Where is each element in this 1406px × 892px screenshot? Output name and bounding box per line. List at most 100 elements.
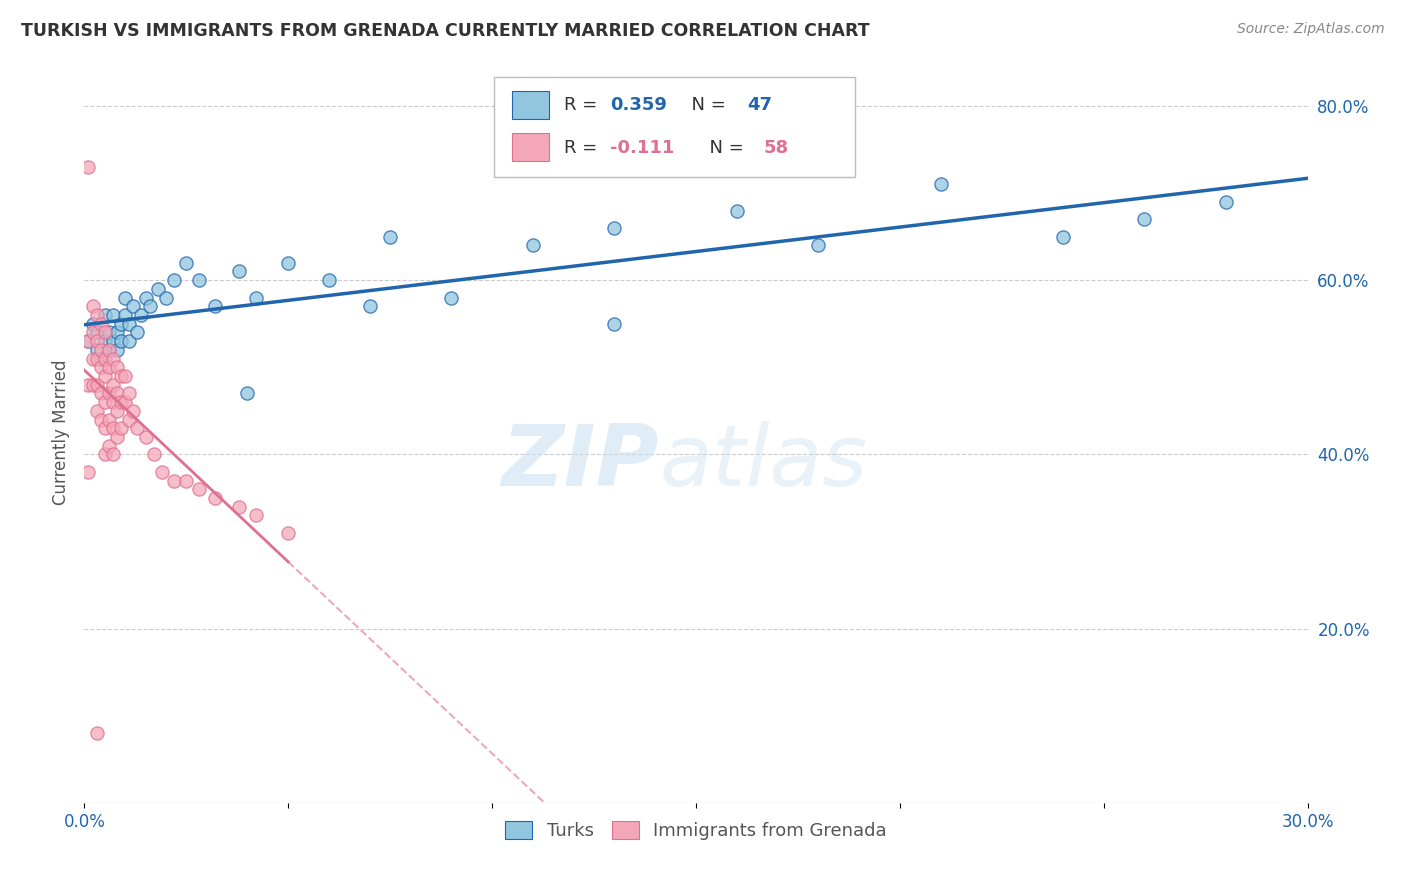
Point (277, 525, 299, 540)
Text: N =: N = (699, 138, 749, 157)
FancyBboxPatch shape (513, 133, 550, 161)
Point (122, 299, 145, 313)
Point (359, 299, 381, 313)
Point (105, 386, 128, 401)
Point (155, 291, 177, 305)
Point (105, 360, 128, 375)
Point (118, 334, 141, 348)
Point (101, 421, 124, 435)
Point (93, 308, 115, 322)
Point (90, 386, 112, 401)
Point (163, 474, 186, 488)
Point (82, 326, 104, 340)
Point (97, 439, 120, 453)
Point (146, 282, 169, 296)
Text: R =: R = (564, 96, 603, 114)
Point (82, 317, 104, 331)
Point (150, 465, 173, 479)
Point (127, 326, 149, 340)
Point (236, 386, 259, 401)
Point (77, 334, 100, 348)
Point (90, 360, 112, 375)
Point (204, 491, 226, 505)
Point (114, 291, 136, 305)
Point (82, 299, 104, 313)
Point (725, 203, 748, 218)
Legend: Turks, Immigrants from Grenada: Turks, Immigrants from Grenada (496, 812, 896, 849)
Point (135, 291, 157, 305)
Point (228, 264, 250, 278)
Point (82, 377, 104, 392)
Point (114, 308, 136, 322)
Point (77, 334, 100, 348)
Point (86, 377, 108, 392)
Point (101, 447, 124, 461)
Point (277, 256, 299, 270)
Text: Source: ZipAtlas.com: Source: ZipAtlas.com (1237, 22, 1385, 37)
Point (105, 430, 128, 444)
Text: ZIP: ZIP (502, 421, 659, 504)
Point (93, 421, 115, 435)
Point (163, 273, 186, 287)
Point (86, 326, 108, 340)
Point (174, 474, 197, 488)
Point (603, 221, 626, 235)
Point (135, 430, 157, 444)
Point (110, 395, 132, 409)
Point (142, 447, 165, 461)
Point (807, 238, 830, 252)
Point (929, 178, 952, 192)
Point (105, 404, 128, 418)
Point (97, 326, 120, 340)
Point (114, 369, 136, 384)
Point (93, 334, 115, 348)
Point (90, 343, 112, 357)
Point (101, 308, 124, 322)
Text: R =: R = (564, 138, 603, 157)
Point (93, 326, 115, 340)
Text: 47: 47 (748, 96, 772, 114)
Point (93, 369, 115, 384)
Point (118, 386, 141, 401)
Text: 0.359: 0.359 (610, 96, 668, 114)
Point (110, 369, 132, 384)
Point (440, 291, 463, 305)
Point (522, 238, 544, 252)
Point (110, 317, 132, 331)
Point (131, 308, 153, 322)
Point (318, 273, 340, 287)
Point (77, 377, 100, 392)
Point (82, 351, 104, 366)
Point (245, 508, 267, 523)
Point (105, 326, 128, 340)
Point (187, 273, 209, 287)
Point (603, 317, 626, 331)
Point (93, 351, 115, 366)
Point (187, 482, 209, 496)
Point (101, 334, 124, 348)
Point (86, 404, 108, 418)
Point (86, 334, 108, 348)
Point (97, 386, 120, 401)
Point (114, 395, 136, 409)
Point (122, 404, 145, 418)
Point (86, 351, 108, 366)
Point (97, 343, 120, 357)
Point (86, 343, 108, 357)
Point (97, 343, 120, 357)
FancyBboxPatch shape (494, 78, 855, 178)
Point (204, 299, 226, 313)
Point (138, 299, 160, 313)
Point (174, 256, 197, 270)
Point (228, 500, 250, 514)
Text: -0.111: -0.111 (610, 138, 675, 157)
Point (86, 308, 108, 322)
Point (105, 343, 128, 357)
Point (118, 412, 141, 426)
Text: TURKISH VS IMMIGRANTS FROM GRENADA CURRENTLY MARRIED CORRELATION CHART: TURKISH VS IMMIGRANTS FROM GRENADA CURRE… (21, 22, 870, 40)
Point (380, 229, 402, 244)
Point (86, 726, 108, 740)
Point (127, 421, 149, 435)
Point (101, 395, 124, 409)
Point (110, 334, 132, 348)
